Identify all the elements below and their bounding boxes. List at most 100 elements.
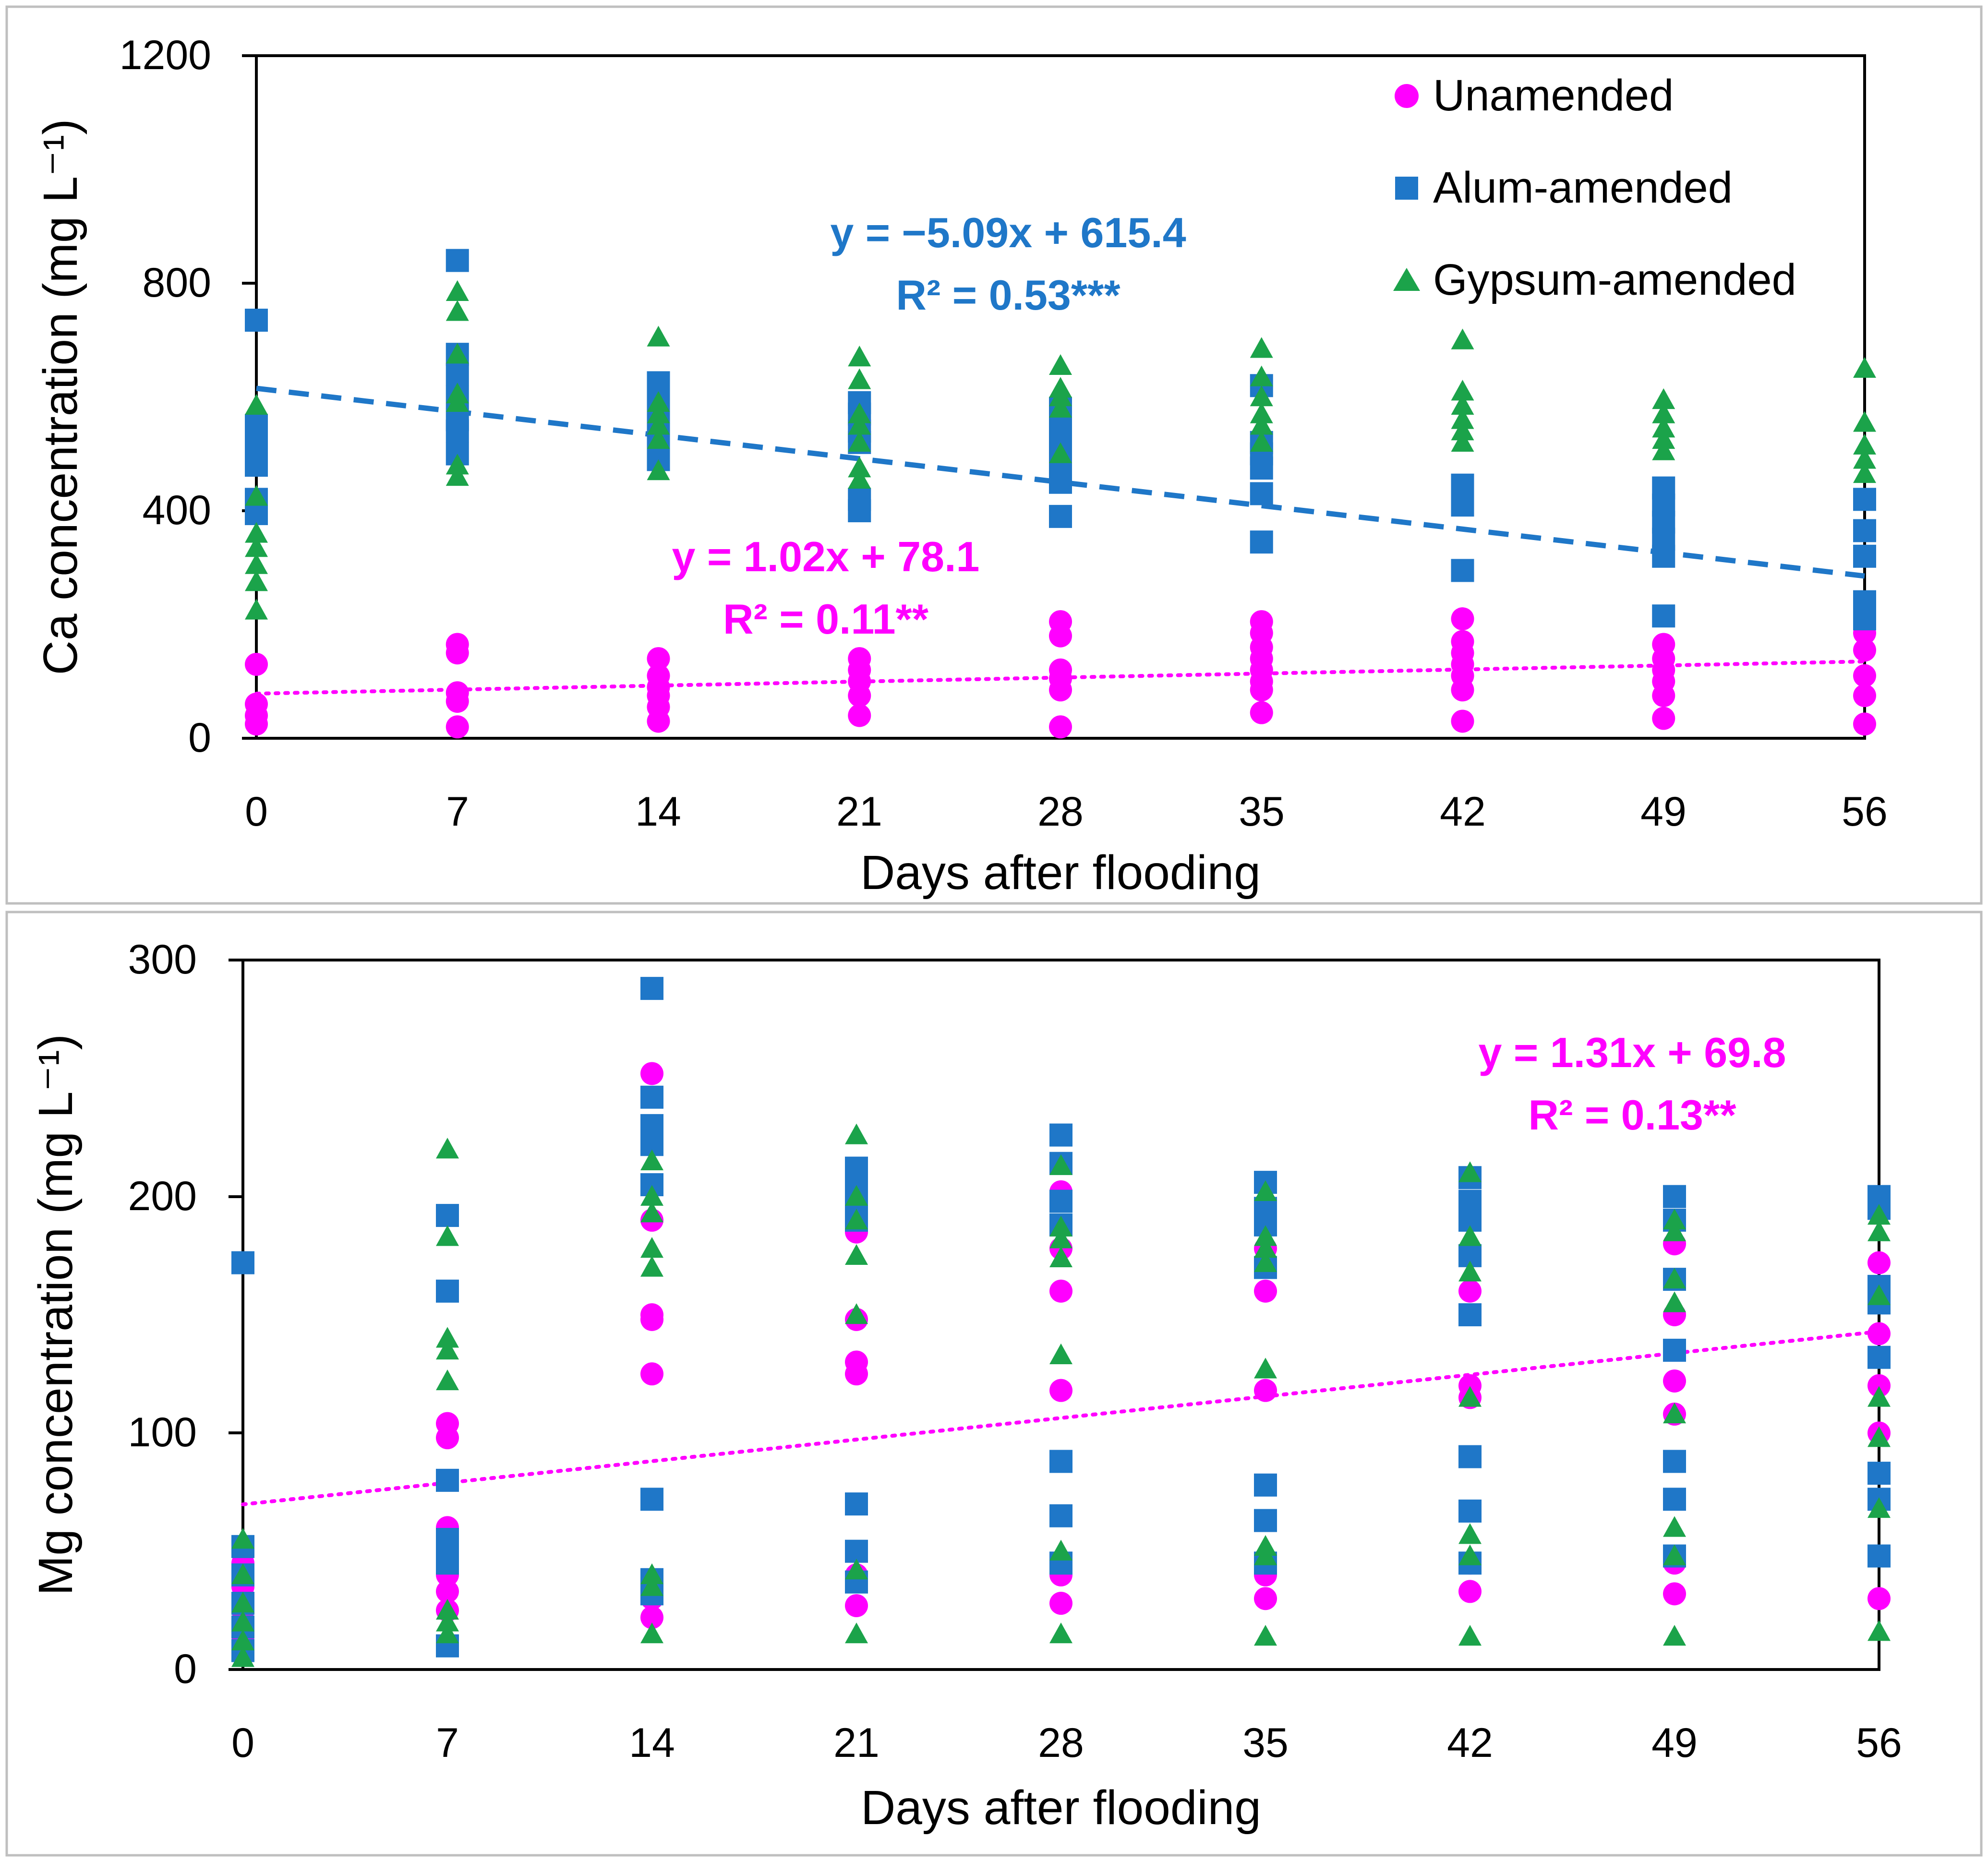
mg-x-axis-label: Days after flooding [861, 1781, 1261, 1835]
mg-gypsum-amended-point [1663, 1625, 1686, 1646]
mg-unamended-point [1868, 1251, 1891, 1274]
mg-gypsum-amended-point [845, 1622, 868, 1644]
mg-alum-amended-point [1049, 1189, 1072, 1213]
ca-xtick-label: 7 [446, 789, 469, 835]
mg-gypsum-amended-point [436, 1598, 459, 1620]
ca-xtick-label: 14 [635, 789, 681, 835]
mg-alum-amended-point [640, 1488, 663, 1511]
mg-gypsum-amended-point [1458, 1225, 1482, 1246]
ca-gypsum-amended-point [848, 431, 871, 452]
ca-y-ticks: 0 400 800 1200 [120, 32, 256, 761]
mg-alum-amended-point [1663, 1450, 1686, 1473]
ca-unamended-point [1451, 709, 1474, 733]
mg-unamended-point [845, 1362, 868, 1386]
ca-gypsum-amended-point [245, 553, 268, 574]
ca-gypsum-amended-point [848, 414, 871, 435]
ca-gypsum-amended-point [848, 368, 871, 389]
ca-xtick-label: 42 [1440, 789, 1486, 835]
ca-gypsum-amended-point [1250, 365, 1273, 386]
mg-gypsum-amended-point [1868, 1426, 1891, 1447]
mg-gypsum-amended-point [436, 1138, 459, 1159]
mg-y-axis-label: Mg concentration (mg L⁻¹) [29, 1034, 83, 1596]
ca-legend: Unamended Alum-amended Gypsum-amended [1393, 71, 1796, 304]
ca-unamended-point [647, 647, 670, 671]
ca-gypsum-amended-point [647, 402, 670, 423]
mg-unamended-point [845, 1594, 868, 1617]
mg-gypsum-amended-point [1254, 1251, 1277, 1272]
mg-gypsum-amended-point [845, 1208, 868, 1230]
ca-gypsum-amended-point [1853, 433, 1876, 455]
ca-unamended-point [1049, 624, 1072, 648]
mg-alum-amended-point [1049, 1504, 1072, 1527]
ca-x-axis-label: Days after flooding [860, 846, 1261, 900]
ca-alum-r2: R² = 0.53*** [896, 271, 1121, 319]
ca-gypsum-amended-point [1049, 385, 1072, 407]
mg-gypsum-amended-point [436, 1622, 459, 1644]
ca-alum-amended-point [1049, 505, 1072, 528]
mg-unamended-point [1254, 1379, 1277, 1402]
ca-gypsum-amended-point [446, 343, 469, 364]
ca-unamended-point [848, 704, 871, 727]
mg-unamended-point [1663, 1582, 1686, 1606]
mg-gypsum-amended-point [1868, 1220, 1891, 1241]
mg-unamended-point [1868, 1587, 1891, 1610]
ca-alum-amended-point [848, 499, 871, 522]
mg-unamended-point [436, 1426, 459, 1450]
mg-gypsum-amended-point [436, 1610, 459, 1632]
ca-alum-amended-point [1853, 544, 1876, 568]
mg-gypsum-amended-point [231, 1528, 254, 1549]
mg-ytick-label: 0 [174, 1646, 197, 1692]
mg-unamended-point [436, 1580, 459, 1603]
mg-gypsum-amended-point [436, 1369, 459, 1391]
ca-unamended-point [1853, 638, 1876, 662]
mg-xtick-label: 0 [231, 1720, 254, 1766]
ca-ytick-label: 400 [143, 487, 212, 533]
ca-xtick-label: 35 [1239, 789, 1285, 835]
ca-gypsum-amended-point [245, 536, 268, 557]
mg-gypsum-amended-point [231, 1610, 254, 1632]
ca-gypsum-amended-point [1250, 385, 1273, 407]
mg-alum-amended-point [640, 1085, 663, 1109]
ca-gypsum-amended-point [1652, 402, 1675, 423]
ca-gypsum-amended-point [245, 485, 268, 506]
ca-unamended-point [1853, 684, 1876, 708]
mg-alum-amended-point [1458, 1499, 1482, 1523]
ca-unamended-point [1652, 684, 1675, 708]
mg-gypsum-amended-point [1458, 1523, 1482, 1544]
ca-gypsum-amended-point [245, 570, 268, 591]
mg-gypsum-amended-point [1663, 1516, 1686, 1537]
ca-gypsum-amended-point [647, 459, 670, 481]
mg-x-ticks: 0 7 14 21 28 35 42 49 56 [231, 1720, 1902, 1766]
legend-alum-label: Alum-amended [1433, 163, 1733, 212]
mg-unamended-equation: y = 1.31x + 69.8 [1478, 1029, 1786, 1076]
mg-ytick-label: 200 [128, 1173, 197, 1219]
mg-gypsum-amended-point [1458, 1161, 1482, 1182]
ca-gypsum-amended-point [1652, 388, 1675, 409]
ca-x-ticks: 0 7 14 21 28 35 42 49 56 [245, 789, 1888, 835]
mg-gypsum-amended-point [1663, 1291, 1686, 1312]
mg-alum-amended-point [1868, 1345, 1891, 1369]
ca-gypsum-amended-point [245, 599, 268, 620]
ca-alum-amended-point [1451, 559, 1474, 582]
ca-unamended-point [245, 712, 268, 736]
mg-alum-amended-point [1254, 1473, 1277, 1497]
mg-gypsum-amended-point [436, 1338, 459, 1360]
ca-alum-amended-point [1853, 607, 1876, 631]
mg-unamended-point [1458, 1580, 1482, 1603]
ca-gypsum-amended-point [1451, 431, 1474, 452]
mg-gypsum-amended-point [436, 1327, 459, 1348]
mg-gypsum-amended-point [640, 1575, 663, 1596]
ca-gypsum-amended-point [1250, 431, 1273, 452]
mg-alum-amended-point [1049, 1450, 1072, 1473]
mg-gypsum-amended-point [640, 1185, 663, 1206]
ca-gypsum-amended-point [1250, 402, 1273, 423]
ca-unamended-point [1250, 701, 1273, 724]
ca-gypsum-amended-point [647, 428, 670, 449]
ca-unamended-point [1049, 715, 1072, 739]
ca-gypsum-amended-point [1451, 408, 1474, 429]
mg-alum-amended-point [1663, 1185, 1686, 1208]
mg-alum-amended-point [1663, 1488, 1686, 1511]
mg-alum-amended-point [1458, 1445, 1482, 1468]
mg-gypsum-amended-point [845, 1123, 868, 1144]
ca-unamended-point [446, 641, 469, 665]
